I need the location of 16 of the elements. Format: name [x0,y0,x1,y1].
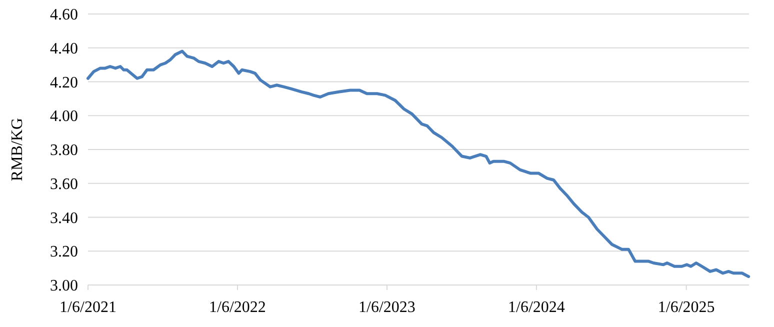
y-tick-label: 3.00 [50,278,78,295]
x-tick-label: 1/6/2021 [60,299,116,316]
x-tick-label: 1/6/2022 [209,299,266,316]
y-tick-label: 3.80 [50,142,78,160]
y-tick-label: 4.00 [50,108,78,126]
y-tick-label: 3.20 [50,244,78,261]
x-tick-label: 1/6/2025 [658,299,715,316]
y-tick-label: 3.60 [50,176,78,193]
y-tick-label: 3.40 [50,210,78,227]
y-tick-label: 4.40 [50,40,78,58]
y-tick-label: 4.20 [50,74,78,92]
x-tick-label: 1/6/2024 [508,299,565,316]
y-tick-label: 4.60 [50,6,78,24]
y-axis-title: RMB/KG [9,117,26,182]
line-series [86,50,750,278]
x-tick-label: 1/6/2023 [358,299,416,316]
